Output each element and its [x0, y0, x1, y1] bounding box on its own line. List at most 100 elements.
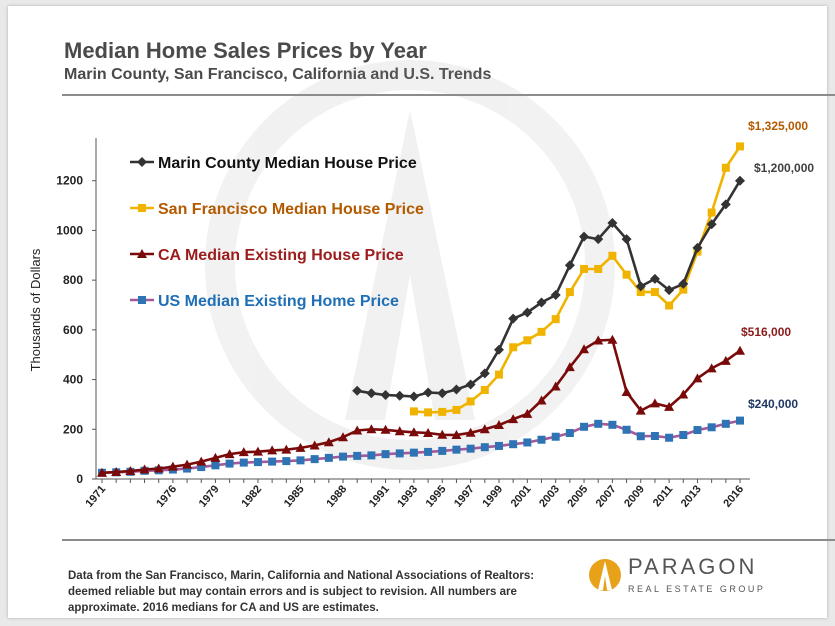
data-point-ca — [295, 442, 306, 452]
data-point-marin — [735, 175, 745, 186]
data-point-sf — [551, 315, 560, 324]
data-point-ca — [720, 355, 731, 365]
data-point-ca — [692, 373, 703, 383]
data-point-ca — [564, 362, 575, 372]
data-point-ca — [182, 459, 193, 469]
data-point-us — [494, 441, 503, 450]
data-point-ca — [579, 344, 590, 354]
series-us — [98, 416, 744, 477]
data-point-ca — [493, 420, 504, 430]
data-point-ca — [536, 395, 547, 405]
data-point-us — [693, 426, 702, 435]
data-point-marin — [692, 242, 703, 253]
y-tick-label: 200 — [63, 422, 83, 436]
series-line-marin — [356, 180, 742, 398]
data-point-us — [721, 419, 730, 428]
x-tick-label: 2011 — [651, 483, 676, 509]
x-tick-label: 2016 — [721, 483, 746, 509]
data-point-marin — [593, 234, 604, 245]
data-label-marin: $1,200,000 — [754, 161, 814, 175]
data-point-ca — [352, 425, 363, 435]
legend-marker-sf — [138, 204, 146, 212]
data-point-marin — [550, 290, 561, 301]
x-tick-label: 2001 — [509, 483, 534, 509]
data-point-us — [707, 423, 716, 432]
legend-label-us: US Median Existing Home Price — [158, 293, 399, 310]
data-point-ca — [423, 428, 434, 438]
data-point-sf — [594, 264, 603, 273]
bottom-divider — [62, 539, 835, 541]
series-ca — [97, 334, 745, 477]
data-point-ca — [635, 405, 646, 415]
data-point-ca — [97, 467, 107, 477]
data-point-marin — [649, 273, 660, 284]
data-point-us — [452, 445, 461, 454]
x-tick-label: 1995 — [424, 483, 449, 509]
data-point-sf — [523, 336, 532, 345]
data-point-sf — [650, 288, 659, 297]
x-tick-label: 1997 — [452, 483, 477, 509]
paragon-emblem-icon — [589, 559, 621, 591]
data-point-ca — [607, 334, 618, 344]
legend-label-marin: Marin County Median House Price — [158, 155, 417, 172]
y-tick-label: 600 — [63, 323, 83, 337]
data-point-marin — [437, 388, 448, 399]
logo-name: PARAGON — [628, 554, 758, 579]
data-point-marin — [352, 385, 363, 396]
x-tick-label: 2003 — [537, 483, 562, 509]
data-point-us — [636, 432, 645, 441]
data-point-us — [211, 461, 220, 470]
logo-tagline: REAL ESTATE GROUP — [628, 584, 766, 594]
data-point-us — [480, 443, 489, 452]
x-tick-label: 2009 — [622, 483, 647, 509]
data-point-marin — [522, 307, 533, 318]
data-point-marin — [479, 368, 490, 379]
data-point-ca — [437, 429, 448, 439]
x-tick-label: 1979 — [197, 483, 222, 509]
data-label-us: $240,000 — [748, 397, 798, 411]
data-point-marin — [394, 390, 405, 401]
slide: Median Home Sales Prices by Year Marin C… — [8, 6, 835, 618]
series-line-us — [101, 419, 741, 475]
data-point-us — [679, 431, 688, 440]
data-point-sf — [721, 163, 730, 172]
y-tick-label: 400 — [63, 373, 83, 387]
data-point-ca — [380, 424, 391, 434]
data-point-ca — [210, 452, 221, 462]
data-point-us — [551, 432, 560, 441]
data-point-us — [594, 419, 603, 428]
legend-marker-us — [138, 296, 146, 304]
data-point-us — [367, 451, 376, 460]
x-tick-label: 2005 — [565, 483, 590, 509]
footnote: Data from the San Francisco, Marin, Cali… — [68, 570, 535, 614]
page-subtitle: Marin County, San Francisco, California … — [64, 66, 492, 83]
data-point-marin — [579, 231, 590, 242]
data-point-ca — [593, 335, 604, 345]
x-tick-label: 2013 — [679, 483, 704, 509]
data-label-sf: $1,325,000 — [748, 119, 808, 133]
legend-item-sf: San Francisco Median House Price — [130, 201, 424, 218]
data-point-us — [509, 440, 518, 449]
legend-item-us: US Median Existing Home Price — [130, 293, 399, 310]
y-tick-label: 1000 — [56, 223, 83, 237]
x-tick-label: 1988 — [324, 483, 349, 509]
data-point-marin — [423, 387, 434, 398]
data-point-us — [282, 457, 291, 466]
data-point-ca — [706, 363, 717, 373]
data-point-ca — [323, 437, 334, 447]
data-point-us — [537, 435, 546, 444]
legend-item-marin: Marin County Median House Price — [130, 155, 417, 172]
data-point-ca — [451, 430, 462, 440]
data-point-ca — [550, 381, 561, 391]
data-point-us — [438, 446, 447, 455]
data-point-ca — [338, 432, 349, 442]
data-point-sf — [452, 405, 461, 414]
data-point-marin — [678, 278, 689, 289]
data-point-us — [608, 420, 617, 429]
data-point-us — [381, 450, 390, 459]
data-point-us — [466, 444, 475, 453]
data-point-marin — [536, 297, 547, 308]
data-point-us — [324, 453, 333, 462]
data-point-marin — [465, 379, 476, 390]
data-point-ca — [252, 446, 263, 456]
